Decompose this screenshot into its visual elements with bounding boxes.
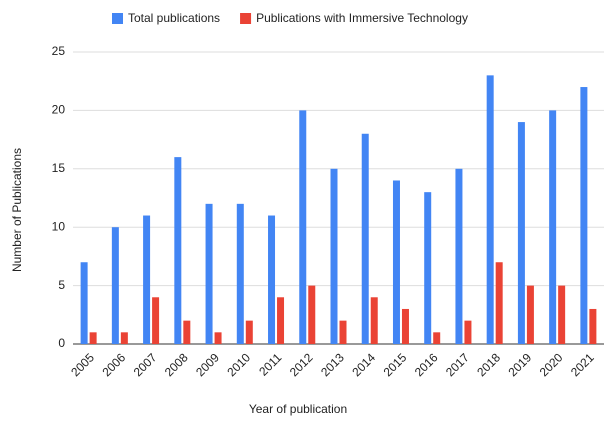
x-tick-label: 2019 [505, 350, 534, 379]
legend-label: Publications with Immersive Technology [256, 11, 468, 25]
x-tick-label: 2021 [568, 350, 597, 379]
x-tick-label: 2007 [131, 350, 160, 379]
x-tick-label: 2015 [381, 350, 410, 379]
bar [277, 297, 285, 344]
x-tick-label: 2013 [318, 350, 347, 379]
x-tick-label: 2020 [537, 350, 566, 379]
y-tick-label: 20 [52, 103, 66, 117]
bar [245, 320, 253, 344]
bar [80, 262, 88, 344]
x-axis-title: Year of publication [249, 402, 347, 416]
bar [268, 215, 276, 344]
bar [236, 203, 244, 344]
bar [517, 122, 525, 344]
x-tick-label: 2014 [349, 350, 378, 379]
y-tick-label: 15 [52, 161, 66, 175]
bar [120, 332, 128, 344]
legend-label: Total publications [128, 11, 220, 25]
bar [330, 168, 338, 344]
bar [589, 308, 597, 344]
bar [464, 320, 472, 344]
bar [214, 332, 222, 344]
y-axis-title: Number of Publications [10, 148, 24, 272]
bar [174, 157, 182, 344]
bar [486, 75, 494, 345]
legend-swatch [240, 13, 252, 24]
x-tick-label: 2006 [99, 350, 128, 379]
y-tick-label: 0 [58, 336, 65, 350]
bar [401, 308, 409, 344]
bar [526, 285, 534, 344]
bar [152, 297, 160, 344]
x-tick-label: 2017 [443, 350, 472, 379]
x-tick-label: 2011 [256, 350, 284, 378]
bar [558, 285, 566, 344]
bar [392, 180, 400, 344]
bar [424, 192, 432, 344]
bar [549, 110, 557, 345]
y-tick-label: 10 [52, 219, 66, 233]
bar [111, 227, 119, 344]
x-tick-label: 2005 [68, 350, 97, 379]
y-tick-label: 5 [58, 278, 65, 292]
bar [143, 215, 151, 344]
bar [370, 297, 378, 344]
bar [433, 332, 441, 344]
x-tick-label: 2009 [193, 350, 222, 379]
bar [183, 320, 191, 344]
bar [455, 168, 463, 344]
legend-swatch [112, 13, 123, 24]
x-tick-label: 2016 [412, 350, 441, 379]
bar [205, 203, 213, 344]
bar [89, 332, 97, 344]
x-tick-label: 2018 [474, 350, 503, 379]
bar [495, 262, 503, 344]
bar [308, 285, 316, 344]
x-tick-label: 2008 [162, 350, 191, 379]
y-tick-label: 25 [52, 44, 66, 58]
x-tick-label: 2012 [287, 350, 316, 379]
bar [299, 110, 307, 345]
bar [339, 320, 347, 344]
bar [580, 87, 588, 344]
bar [361, 133, 369, 344]
x-tick-label: 2010 [224, 350, 253, 379]
